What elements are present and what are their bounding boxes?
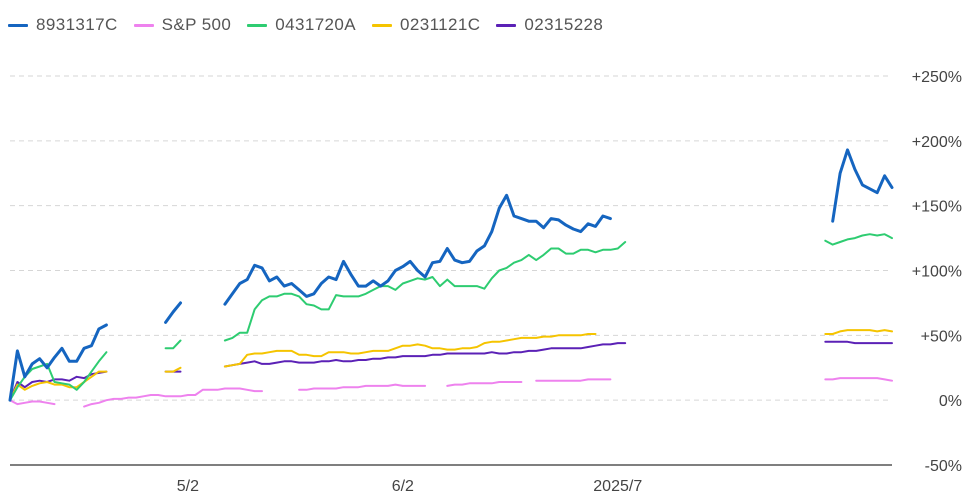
legend-swatch (133, 23, 154, 27)
legend-item-sp500[interactable]: S&P 500 (133, 15, 232, 35)
y-tick-label: +200% (912, 134, 962, 151)
x-axis: 5/2 6/2 2025/7 (177, 478, 643, 495)
y-tick-label: +250% (912, 69, 962, 86)
legend-label: 8931317C (36, 15, 118, 34)
legend-swatch (372, 23, 393, 27)
y-tick-label: +50% (921, 328, 962, 345)
legend-item-02315228[interactable]: 02315228 (496, 15, 603, 35)
legend: 8931317C S&P 500 0431720A 0231121C 02315… (8, 10, 603, 40)
legend-label: 0431720A (275, 15, 357, 34)
legend-label: 0231121C (400, 15, 481, 34)
legend-item-0231121c[interactable]: 0231121C (372, 15, 480, 35)
x-tick-label: 5/2 (177, 478, 199, 495)
x-tick-label: 6/2 (392, 478, 414, 495)
series-line-0231121c (9, 329, 893, 402)
legend-swatch (496, 23, 517, 27)
series-line-8931317c (8, 148, 894, 402)
series-line-0431720a (9, 233, 893, 402)
legend-item-8931317c[interactable]: 8931317C (8, 15, 118, 35)
y-tick-label: +150% (912, 199, 962, 216)
x-tick-label: 2025/7 (593, 478, 642, 495)
legend-label: 02315228 (524, 15, 604, 34)
legend-swatch (247, 23, 268, 27)
y-axis: +250% +200% +150% +100% +50% 0% -50% (912, 69, 962, 475)
series-lines (8, 148, 894, 408)
legend-swatch (8, 23, 28, 27)
legend-item-0431720a[interactable]: 0431720A (247, 15, 356, 35)
gridlines (10, 75, 892, 466)
legend-label: S&P 500 (161, 15, 232, 34)
y-tick-label: 0% (939, 393, 962, 410)
y-tick-label: -50% (925, 458, 962, 475)
series-line-s-p-500 (9, 377, 893, 408)
y-tick-label: +100% (912, 264, 962, 281)
